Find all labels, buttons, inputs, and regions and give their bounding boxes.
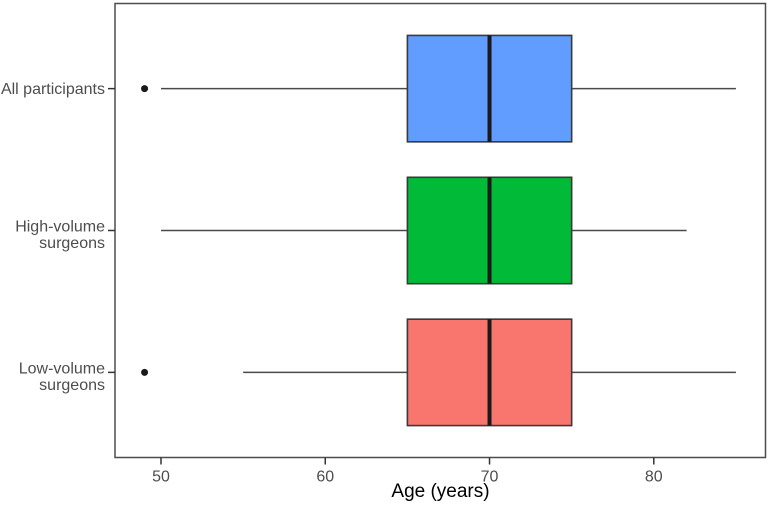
y-axis-label-high-volume-surgeons: High-volume surgeons bbox=[15, 219, 105, 253]
y-axis-label-all-participants: All participants bbox=[1, 81, 105, 98]
x-axis-title: Age (years) bbox=[391, 481, 490, 502]
x-tick-label-70: 70 bbox=[481, 469, 499, 486]
x-tick-label-50: 50 bbox=[152, 469, 170, 486]
x-tick-label-60: 60 bbox=[316, 469, 334, 486]
outlier-all-participants bbox=[141, 85, 149, 93]
outlier-low-volume-surgeons bbox=[141, 368, 149, 376]
x-tick-label-80: 80 bbox=[645, 469, 663, 486]
y-axis-label-low-volume-surgeons: Low-volume surgeons bbox=[19, 360, 105, 394]
